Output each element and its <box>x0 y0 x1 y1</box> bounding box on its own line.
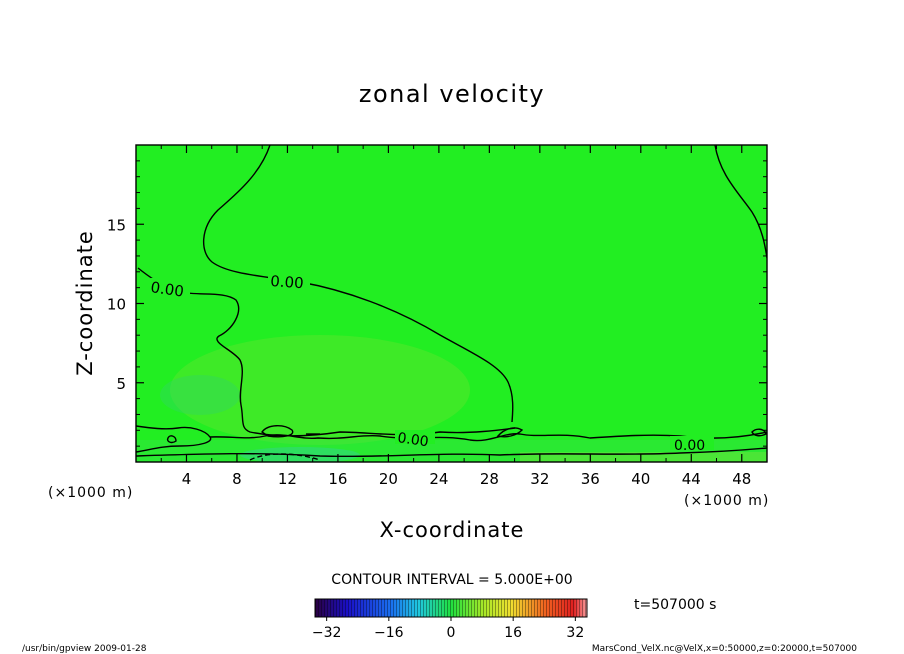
x-unit-right: (×1000 m) <box>684 493 769 509</box>
x-axis-ticks: 4 8 12 16 20 24 28 32 36 40 44 48 <box>160 145 751 488</box>
x-tick-label: 28 <box>480 470 499 488</box>
time-label: t=507000 s <box>634 597 716 613</box>
x-unit-left: (×1000 m) <box>48 485 133 501</box>
x-tick-label: 24 <box>429 470 448 488</box>
footer-left: /usr/bin/gpview 2009-01-28 <box>22 644 147 654</box>
colorbar-tick-label: 16 <box>504 625 522 641</box>
contour-line <box>166 435 177 444</box>
contour-line <box>260 425 294 438</box>
colorbar: −32 −16 0 16 32 <box>312 598 588 641</box>
field-shade <box>136 440 767 462</box>
field-shade <box>160 375 240 415</box>
colorbar-tick-label: 32 <box>566 625 584 641</box>
y-axis-ticks: 5 10 15 <box>107 160 767 447</box>
colorbar-tick-label: 0 <box>447 625 456 641</box>
x-tick-label: 48 <box>732 470 751 488</box>
contour-line <box>136 447 767 458</box>
x-axis-label: X-coordinate <box>380 518 525 542</box>
x-tick-label: 20 <box>379 470 398 488</box>
chart-title: zonal velocity <box>359 80 545 108</box>
contour-label: 0.00 <box>270 272 305 292</box>
contour-label: 0.00 <box>396 430 429 450</box>
contour-line <box>496 427 524 438</box>
contour-label: 0.00 <box>674 438 705 454</box>
contour-line <box>714 145 767 259</box>
colorbar-ticks: −32 −16 0 16 32 <box>312 617 584 641</box>
x-tick-label: 8 <box>232 470 242 488</box>
colorbar-stripes <box>315 599 587 617</box>
y-tick-label: 15 <box>107 216 126 234</box>
contour-interval-text: CONTOUR INTERVAL = 5.000E+00 <box>331 572 572 588</box>
x-tick-label: 36 <box>581 470 600 488</box>
colorbar-tick-label: −16 <box>374 625 404 641</box>
x-tick-label: 16 <box>328 470 347 488</box>
x-tick-label: 32 <box>530 470 549 488</box>
contour-label: 0.00 <box>149 278 185 300</box>
contour-line <box>751 428 767 437</box>
x-tick-label: 44 <box>682 470 701 488</box>
x-tick-label: 40 <box>631 470 650 488</box>
x-tick-label: 12 <box>278 470 297 488</box>
y-tick-label: 10 <box>107 296 126 314</box>
y-axis-label: Z-coordinate <box>73 230 97 376</box>
field-shade <box>520 452 767 462</box>
footer-right: MarsCond_VelX.nc@VelX,x=0:50000,z=0:2000… <box>592 644 857 654</box>
y-tick-label: 5 <box>116 375 126 393</box>
plot-area: 0.00 0.00 0.00 0.00 <box>136 145 767 462</box>
x-tick-label: 4 <box>182 470 192 488</box>
colorbar-tick-label: −32 <box>312 625 342 641</box>
field-shade <box>170 335 470 445</box>
